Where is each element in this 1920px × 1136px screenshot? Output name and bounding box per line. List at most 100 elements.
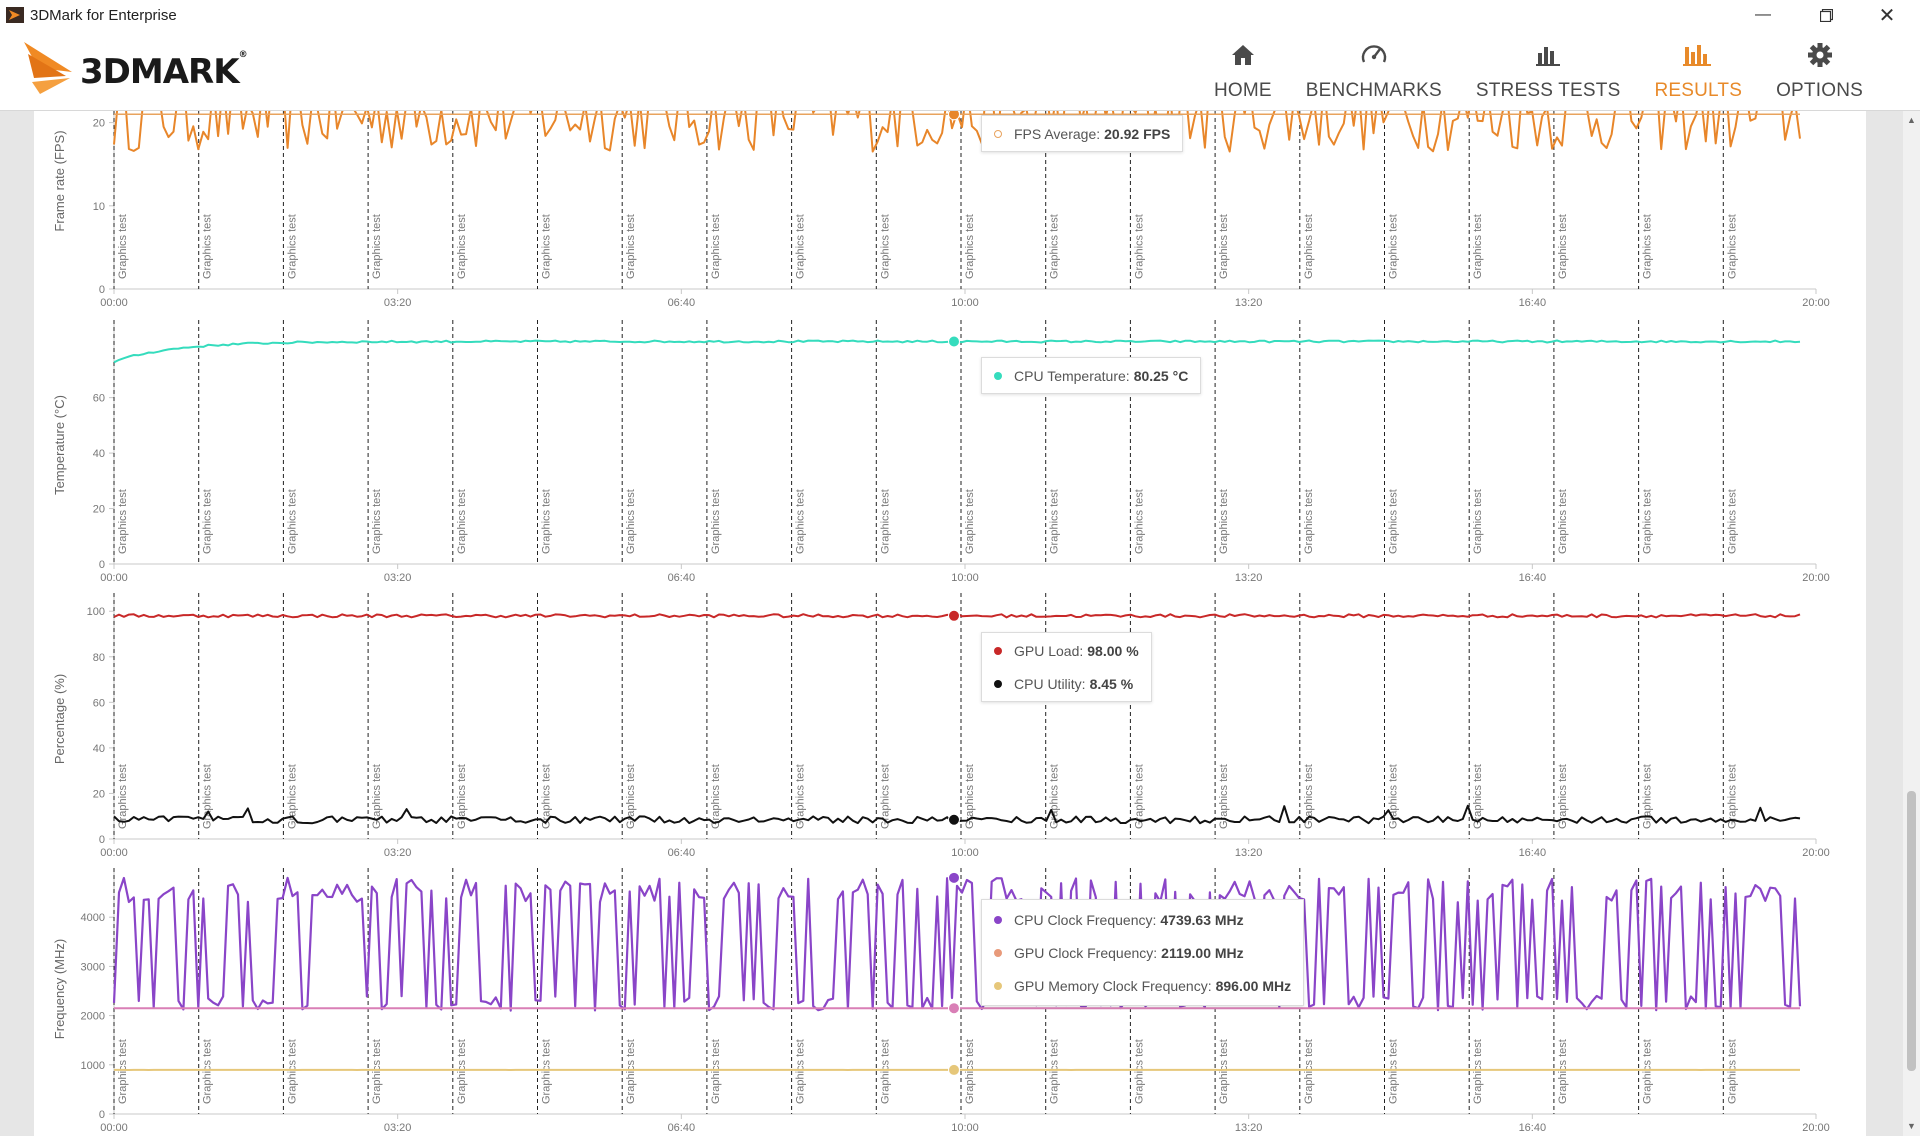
tooltip-series-name: CPU Temperature bbox=[1014, 367, 1126, 384]
y-tick-label: 0 bbox=[99, 559, 105, 571]
test-marker-label: Graphics test bbox=[1642, 214, 1654, 279]
tooltip-row: CPU Clock Frequency:4739.63 MHz bbox=[994, 903, 1291, 936]
test-marker-label: Graphics test bbox=[1472, 1039, 1484, 1104]
series-marker bbox=[994, 646, 1002, 655]
test-marker-label: Graphics test bbox=[1133, 214, 1145, 279]
y-tick-label: 60 bbox=[93, 393, 105, 405]
nav-options[interactable]: OPTIONS bbox=[1759, 30, 1880, 110]
nav-home[interactable]: HOME bbox=[1197, 30, 1289, 110]
test-marker-label: Graphics test bbox=[964, 764, 976, 829]
test-marker-label: Graphics test bbox=[1472, 764, 1484, 829]
nav-home-label: HOME bbox=[1213, 80, 1272, 101]
x-tick-label: 13:20 bbox=[1235, 297, 1263, 309]
test-marker-label: Graphics test bbox=[541, 764, 553, 829]
nav-options-label: OPTIONS bbox=[1776, 80, 1863, 101]
restore-icon bbox=[1819, 8, 1833, 22]
brand-wing-icon bbox=[24, 42, 72, 94]
nav-stress-tests[interactable]: STRESS TESTS bbox=[1459, 30, 1638, 110]
main-nav: HOME BENCHMARKS STRESS TEST bbox=[1197, 30, 1880, 110]
test-marker-label: Graphics test bbox=[371, 1039, 383, 1104]
tooltip-value: 98.00 % bbox=[1087, 642, 1139, 659]
y-tick-label: 20 bbox=[93, 788, 105, 800]
x-tick-label: 16:40 bbox=[1519, 1122, 1547, 1134]
vertical-scrollbar[interactable]: ▲ ▼ bbox=[1903, 111, 1920, 1136]
nav-stress-tests-label: STRESS TESTS bbox=[1475, 80, 1621, 101]
chart-panel-1: 0 10 20 00:00 03:20 06:40 10:00 13:20 16:40 20:00… bbox=[52, 111, 1830, 309]
chart-panel-3: 0 20 40 60 80 100 00:00 03:20 06:40 10:00 13:20 16:… bbox=[52, 593, 1830, 859]
test-marker-label: Graphics test bbox=[879, 1039, 891, 1104]
window-titlebar: 3DMark for Enterprise — ✕ bbox=[0, 0, 1920, 31]
test-marker-label: Graphics test bbox=[1642, 1039, 1654, 1104]
test-marker-label: Graphics test bbox=[710, 214, 722, 279]
y-tick-label: 20 bbox=[93, 118, 105, 130]
test-marker-label: Graphics test bbox=[1303, 214, 1315, 279]
test-marker-label: Graphics test bbox=[371, 764, 383, 829]
test-marker-label: Graphics test bbox=[1133, 764, 1145, 829]
test-marker-label: Graphics test bbox=[710, 489, 722, 554]
home-icon bbox=[1231, 45, 1254, 65]
series-marker bbox=[994, 915, 1002, 924]
scroll-up-icon[interactable]: ▲ bbox=[1907, 115, 1916, 125]
close-icon: ✕ bbox=[1878, 4, 1896, 27]
y-tick-label: 3000 bbox=[81, 961, 105, 973]
tooltip-series-name: GPU Load bbox=[1014, 642, 1080, 659]
x-tick-label: 20:00 bbox=[1802, 847, 1830, 859]
nav-benchmarks[interactable]: BENCHMARKS bbox=[1289, 30, 1459, 110]
chart-panel-4: 0 1000 2000 3000 4000 00:00 03:20 06:40 10:00 13:… bbox=[52, 868, 1830, 1134]
series-line bbox=[112, 876, 1802, 1012]
x-tick-label: 03:20 bbox=[384, 297, 412, 309]
test-marker-label: Graphics test bbox=[117, 1039, 129, 1104]
y-tick-label: 0 bbox=[99, 284, 105, 296]
test-marker-label: Graphics test bbox=[710, 1039, 722, 1104]
y-tick-label: 40 bbox=[93, 448, 105, 460]
test-marker-label: Graphics test bbox=[795, 214, 807, 279]
app-logo-icon bbox=[6, 7, 24, 23]
x-tick-label: 03:20 bbox=[384, 847, 412, 859]
y-tick-label: 0 bbox=[99, 834, 105, 846]
nav-results[interactable]: RESULTS bbox=[1637, 30, 1759, 110]
test-marker-label: Graphics test bbox=[286, 1039, 298, 1104]
tooltip-row: CPU Utility:8.45 % bbox=[994, 667, 1139, 700]
load-tooltip: GPU Load:98.00 % CPU Utility:8.45 % bbox=[981, 632, 1152, 702]
test-marker-label: Graphics test bbox=[541, 1039, 553, 1104]
series-marker bbox=[994, 129, 1002, 138]
x-tick-label: 10:00 bbox=[951, 1122, 979, 1134]
x-tick-label: 13:20 bbox=[1235, 847, 1263, 859]
test-marker-label: Graphics test bbox=[202, 489, 214, 554]
x-tick-label: 06:40 bbox=[668, 572, 696, 584]
minimize-icon: — bbox=[1755, 6, 1771, 23]
y-tick-label: 80 bbox=[93, 652, 105, 664]
x-tick-label: 00:00 bbox=[100, 572, 128, 584]
y-tick-label: 60 bbox=[93, 697, 105, 709]
test-marker-label: Graphics test bbox=[1642, 764, 1654, 829]
test-marker-label: Graphics test bbox=[1218, 214, 1230, 279]
test-marker-label: Graphics test bbox=[371, 489, 383, 554]
brand-name: 3DMARK® bbox=[80, 50, 248, 92]
scroll-down-icon[interactable]: ▼ bbox=[1907, 1121, 1916, 1131]
test-marker-label: Graphics test bbox=[286, 764, 298, 829]
tooltip-value: 2119.00 MHz bbox=[1161, 944, 1244, 961]
monitoring-charts: 0 10 20 00:00 03:20 06:40 10:00 13:20 16:40 20:00… bbox=[52, 111, 1830, 1134]
test-marker-label: Graphics test bbox=[456, 489, 468, 554]
test-marker-label: Graphics test bbox=[117, 489, 129, 554]
x-tick-label: 00:00 bbox=[100, 1122, 128, 1134]
test-marker-label: Graphics test bbox=[1049, 1039, 1061, 1104]
test-marker-label: Graphics test bbox=[456, 1039, 468, 1104]
gauge-icon bbox=[1361, 45, 1386, 63]
test-marker-label: Graphics test bbox=[286, 214, 298, 279]
tooltip-row: GPU Load:98.00 % bbox=[994, 634, 1139, 667]
y-axis-label: Percentage (%) bbox=[52, 674, 67, 764]
frequency-tooltip: CPU Clock Frequency:4739.63 MHz GPU Cloc… bbox=[981, 899, 1305, 1006]
test-marker-label: Graphics test bbox=[202, 1039, 214, 1104]
test-marker-label: Graphics test bbox=[879, 489, 891, 554]
y-tick-label: 100 bbox=[87, 606, 105, 618]
scrollbar-thumb[interactable] bbox=[1907, 791, 1916, 1071]
test-marker-label: Graphics test bbox=[625, 764, 637, 829]
test-marker-label: Graphics test bbox=[710, 764, 722, 829]
test-marker-label: Graphics test bbox=[1133, 489, 1145, 554]
y-tick-label: 4000 bbox=[81, 912, 105, 924]
test-marker-label: Graphics test bbox=[541, 214, 553, 279]
close-button[interactable]: ✕ bbox=[1864, 0, 1910, 30]
minimize-button[interactable]: — bbox=[1740, 0, 1786, 30]
restore-button[interactable] bbox=[1803, 0, 1849, 30]
